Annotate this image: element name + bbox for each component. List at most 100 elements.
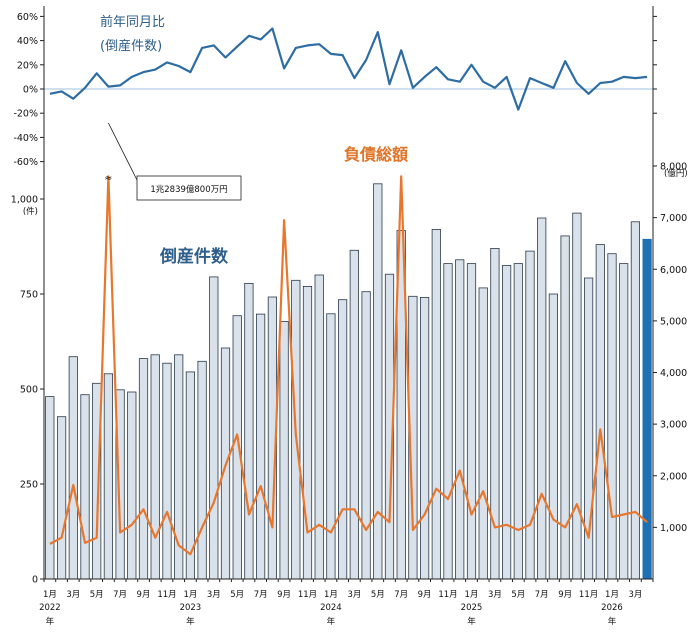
bar-series (45, 183, 652, 580)
yoy-tick-label: 60% (17, 12, 38, 23)
left-tick-label: 750 (20, 290, 38, 301)
bar (255, 313, 266, 580)
x-tick-label: 7月 (394, 590, 408, 600)
right-tick-label: 6,000 (660, 265, 687, 276)
x-tick-label: 5月 (371, 590, 385, 600)
bar (162, 362, 172, 580)
bar (361, 291, 371, 580)
year-label: 2022 (39, 603, 61, 613)
yoy-tick-label: 20% (17, 60, 38, 71)
bar (138, 358, 149, 580)
year-label: 2023 (180, 603, 202, 613)
bar (419, 296, 430, 580)
bar (279, 320, 289, 580)
x-tick-label: 1月 (605, 590, 619, 600)
chart-labels: 前年同月比 (倒産件数) 倒産件数 負債総額 (件) (億円) (23, 14, 688, 267)
year-label: 2025 (461, 603, 483, 613)
right-tick-label: 8,000 (660, 162, 687, 173)
bar (525, 250, 535, 580)
bar (373, 183, 383, 580)
left-tick-label: 0 (32, 575, 38, 586)
x-tick-label: 9月 (277, 590, 291, 600)
bar (501, 265, 512, 580)
callout-box (136, 175, 242, 201)
bar (513, 263, 523, 580)
bar (314, 274, 324, 580)
x-tick-label: 3月 (628, 590, 642, 600)
right-tick-label: 5,000 (660, 316, 687, 327)
year-suffix: 年 (46, 616, 55, 627)
year-label: 2024 (320, 603, 342, 613)
line-series: 1兆2839億800万円 ≈ (49, 122, 648, 556)
right-tick-label: 2,000 (660, 471, 687, 482)
bar (197, 360, 207, 580)
bar (80, 394, 90, 580)
bar (150, 354, 160, 580)
bar (431, 228, 441, 580)
bar (209, 276, 219, 580)
x-tick-label: 3月 (347, 590, 361, 600)
x-tick-label: 9月 (137, 590, 151, 600)
bar (326, 313, 336, 580)
x-tick-label: 1月 (183, 590, 197, 600)
year-suffix: 年 (327, 616, 336, 627)
right-tick-label: 3,000 (660, 420, 687, 431)
bar (302, 285, 313, 580)
x-tick-label: 11月 (579, 590, 598, 600)
x-tick-label: 3月 (207, 590, 221, 600)
bar (619, 263, 629, 580)
year-suffix: 年 (608, 616, 617, 627)
right-tick-label: 7,000 (660, 213, 687, 224)
left-tick-label: 250 (20, 480, 38, 491)
x-tick-label: 7月 (254, 590, 268, 600)
bar (45, 396, 55, 580)
debt-line (49, 175, 648, 556)
axis-break-mark: ≈ (104, 173, 112, 184)
yoy-line (49, 27, 648, 111)
bar (642, 238, 652, 580)
callout-leader (108, 122, 139, 183)
left-tick-label: 500 (20, 385, 38, 396)
x-tick-label: 3月 (488, 590, 502, 600)
right-tick-label: 1,000 (660, 523, 687, 534)
bar (490, 247, 500, 580)
yoy-title-line1: 前年同月比 (100, 14, 165, 30)
x-tick-label: 3月 (66, 590, 80, 600)
bar (630, 221, 641, 580)
bar (127, 391, 137, 580)
x-tick-label: 11月 (157, 590, 176, 600)
yoy-tick-label: -20% (13, 109, 38, 120)
bar (595, 244, 605, 580)
bar (349, 249, 359, 580)
bar (92, 382, 102, 580)
bar (478, 287, 488, 580)
x-tick-label: 5月 (511, 590, 525, 600)
x-tick-label: 9月 (558, 590, 572, 600)
year-suffix: 年 (467, 616, 476, 627)
bar (443, 263, 453, 580)
axes: 60% 40% 20% 0% -20% -40% -60% 0 250 500 750 1,000 1,… (11, 6, 687, 627)
bar (68, 356, 78, 580)
x-tick-label: 9月 (418, 590, 432, 600)
bar (548, 293, 559, 580)
yoy-tick-label: 40% (17, 36, 38, 47)
bar (466, 263, 477, 580)
bar (103, 373, 113, 580)
bar (244, 282, 254, 580)
left-tick-label: 1,000 (11, 195, 38, 206)
bar (455, 259, 465, 580)
bar (607, 253, 617, 580)
yoy-title-line2: (倒産件数) (100, 38, 162, 54)
yoy-tick-label: -60% (13, 157, 38, 168)
right-tick-label: 4,000 (660, 368, 687, 379)
yoy-tick-label: -40% (13, 133, 38, 144)
x-tick-label: 1月 (465, 590, 479, 600)
bar (537, 217, 547, 580)
callout-text: 1兆2839億800万円 (150, 184, 227, 195)
bar (572, 212, 582, 580)
x-tick-label: 11月 (298, 590, 317, 600)
left-axis-unit: (件) (23, 206, 38, 217)
yoy-panel (44, 27, 653, 111)
x-tick-label: 1月 (43, 590, 57, 600)
